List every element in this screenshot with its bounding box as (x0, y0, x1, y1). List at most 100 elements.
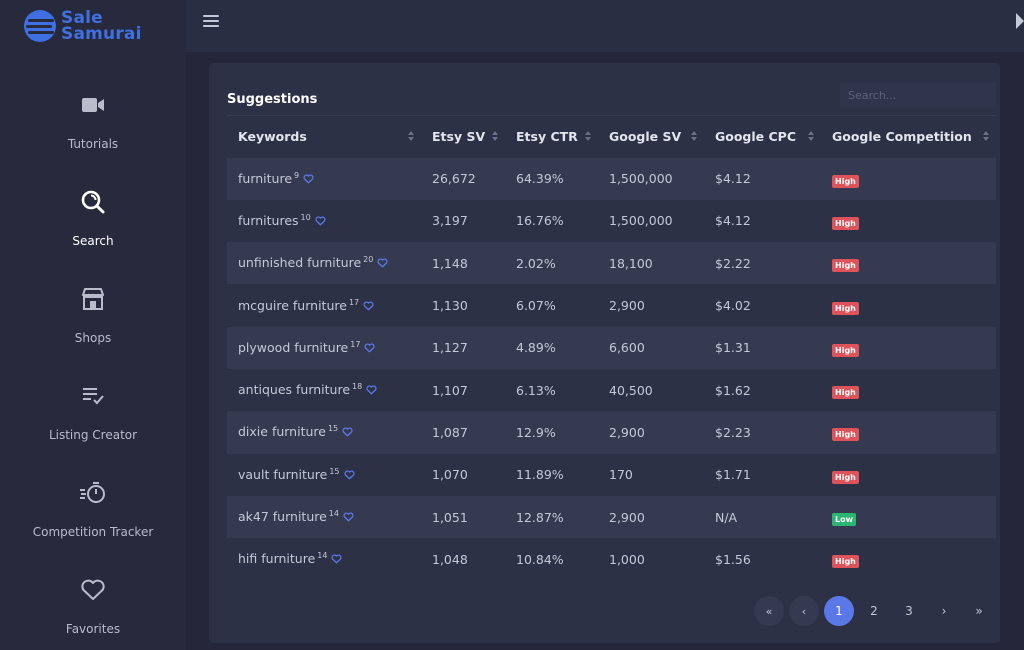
sort-icon (808, 131, 815, 143)
keyword-text[interactable]: ak47 furniture (238, 509, 327, 525)
competition-badge: High (832, 216, 859, 230)
column-header-label: Google SV (609, 129, 682, 145)
keyword-count: 9 (294, 170, 300, 180)
favorite-heart-icon[interactable] (343, 468, 355, 483)
table-row[interactable]: unfinished furniture 20 1,148 2.02% 18,100 $2… (227, 242, 996, 285)
heart-icon (78, 575, 108, 605)
competition-cell: High (821, 158, 996, 200)
favorite-heart-icon[interactable] (377, 256, 388, 271)
competition-cell: Low (821, 496, 996, 538)
keyword-count: 17 (348, 297, 360, 307)
column-header-etsy-sv[interactable]: Etsy SV (421, 116, 505, 158)
keyword-text[interactable]: antiques furniture (238, 382, 351, 398)
keyword-text[interactable]: plywood furniture (238, 339, 349, 355)
keyword-text[interactable]: furniture (238, 170, 293, 186)
column-header-google-sv[interactable]: Google SV (598, 116, 704, 158)
google-sv-cell: 2,900 (609, 509, 645, 525)
sidebar-item-shops[interactable]: Shops (0, 270, 186, 367)
column-header-keywords[interactable]: Keywords (227, 116, 421, 158)
table-row[interactable]: furniture 9 26,672 64.39% 1,500,000 $4.12 High (227, 157, 996, 200)
etsy-sv-cell: 26,672 (432, 171, 476, 187)
column-header-etsy-ctr[interactable]: Etsy CTR (505, 116, 598, 158)
page-button-2[interactable]: 2 (870, 604, 878, 618)
etsy-ctr-cell: 12.9% (516, 424, 556, 440)
table-row[interactable]: plywood furniture 17 1,127 4.89% 6,600 $1.31 H… (227, 326, 996, 369)
table-row[interactable]: hifi furniture 14 1,048 10.84% 1,000 $1.56 Hig… (227, 538, 996, 580)
play-arrow-icon[interactable] (1016, 13, 1024, 29)
etsy-sv-cell: 1,107 (432, 382, 468, 398)
sidebar-item-favorites[interactable]: Favorites (0, 561, 186, 650)
column-header-label: Google CPC (715, 129, 797, 145)
favorite-heart-icon[interactable] (342, 425, 353, 440)
keyword-text[interactable]: hifi furniture (238, 551, 316, 567)
google-sv-cell: 2,900 (609, 298, 645, 314)
keyword-count: 15 (329, 466, 340, 476)
competition-badge: High (832, 555, 859, 569)
first-page-button[interactable]: « (754, 596, 784, 626)
sidebar-nav: Tutorials Search Shops Listing Creator (0, 76, 186, 650)
table-row[interactable]: vault furniture 15 1,070 11.89% 170 $1.71 High (227, 454, 996, 496)
table-row[interactable]: mcguire furniture 17 1,130 6.07% 2,900 $4.02 H… (227, 284, 996, 326)
google-cpc-cell: $4.12 (715, 213, 751, 229)
prev-page-button[interactable]: ‹ (789, 596, 819, 626)
sidebar-item-search[interactable]: Search (0, 173, 186, 270)
favorite-heart-icon[interactable] (366, 383, 377, 398)
google-cpc-cell: $2.23 (715, 424, 751, 440)
column-header-label: Google Competition (832, 129, 972, 145)
competition-badge: High (832, 174, 859, 188)
column-header-google-competition[interactable]: Google Competition (821, 116, 996, 158)
table-row[interactable]: ak47 furniture 14 1,051 12.87% 2,900 N/A Low (227, 495, 996, 539)
etsy-ctr-cell: 2.02% (516, 255, 556, 271)
etsy-sv-cell: 1,051 (432, 509, 468, 525)
keyword-cell: hifi furniture 14 (227, 538, 421, 580)
etsy-ctr-cell: 10.84% (516, 551, 564, 567)
competition-badge: High (832, 259, 859, 273)
sidebar-item-label: Search (72, 234, 114, 248)
competition-badge: High (832, 386, 859, 400)
search-input[interactable] (840, 82, 996, 108)
stopwatch-icon (78, 478, 108, 508)
google-cpc-cell: N/A (715, 509, 738, 525)
logo-text: Sale Samurai (61, 10, 142, 43)
competition-cell: High (821, 538, 996, 580)
table-row[interactable]: antiques furniture 18 1,107 6.13% 40,500 $1.6… (227, 369, 996, 411)
sidebar-item-tutorials[interactable]: Tutorials (0, 76, 186, 173)
google-cpc-cell: $1.62 (715, 382, 751, 398)
keyword-count: 17 (350, 339, 361, 349)
favorite-heart-icon[interactable] (343, 510, 354, 525)
pagination: « ‹ 1 2 3 › » (754, 596, 996, 626)
sidebar-item-listing-creator[interactable]: Listing Creator (0, 367, 186, 464)
sidebar-item-competition-tracker[interactable]: Competition Tracker (0, 464, 186, 561)
logo[interactable]: Sale Samurai (24, 8, 142, 44)
keyword-text[interactable]: vault furniture (238, 466, 328, 482)
google-cpc-cell: $4.02 (715, 298, 751, 314)
keyword-text[interactable]: unfinished furniture (238, 255, 362, 271)
table-body: furniture 9 26,672 64.39% 1,500,000 $4.12 High… (227, 157, 996, 581)
keyword-text[interactable]: furnitures (238, 212, 299, 228)
table-row[interactable]: furnitures 10 3,197 16.76% 1,500,000 $4.12 Hig… (227, 200, 996, 242)
google-sv-cell: 1,500,000 (609, 213, 673, 229)
page-button-3[interactable]: 3 (905, 604, 913, 618)
keyword-count: 14 (317, 551, 328, 561)
etsy-ctr-cell: 64.39% (516, 171, 564, 187)
sidebar-item-label: Tutorials (67, 137, 119, 151)
favorite-heart-icon[interactable] (364, 341, 375, 356)
keyword-text[interactable]: dixie furniture (238, 424, 326, 440)
favorite-heart-icon[interactable] (363, 299, 374, 314)
etsy-sv-cell: 1,130 (432, 298, 468, 314)
keyword-cell: plywood furniture 17 (227, 327, 421, 369)
favorite-heart-icon[interactable] (303, 172, 314, 187)
table-row[interactable]: dixie furniture 15 1,087 12.9% 2,900 $2.23 Hig… (227, 411, 996, 454)
last-page-button[interactable]: » (975, 604, 983, 618)
favorite-heart-icon[interactable] (331, 552, 342, 567)
favorite-heart-icon[interactable] (315, 214, 326, 229)
keyword-text[interactable]: mcguire furniture (238, 297, 347, 313)
google-sv-cell: 18,100 (609, 255, 653, 271)
next-page-button[interactable]: › (941, 604, 947, 618)
page-button-1[interactable]: 1 (824, 596, 854, 626)
column-header-google-cpc[interactable]: Google CPC (704, 116, 821, 158)
competition-badge: High (832, 301, 859, 315)
menu-toggle-icon[interactable] (203, 15, 219, 29)
google-sv-cell: 1,000 (609, 551, 645, 567)
sidebar: Sale Samurai Tutorials Search (0, 0, 186, 650)
